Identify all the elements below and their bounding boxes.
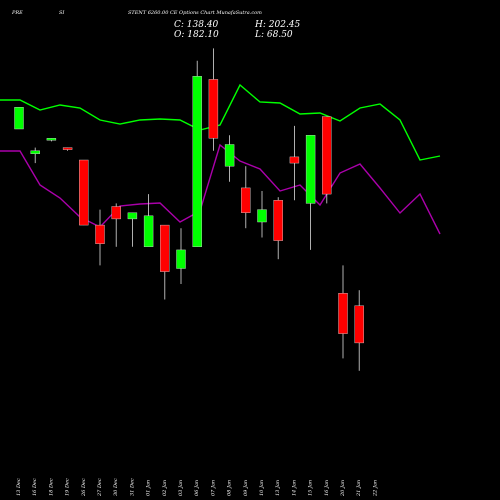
candle-body xyxy=(354,305,364,344)
x-tick-label: 14 Jan xyxy=(291,480,297,496)
indicator-lines xyxy=(0,83,441,235)
x-tick-label: 01 Jan xyxy=(146,480,152,496)
candle-body xyxy=(257,209,267,223)
candle-body xyxy=(322,116,332,195)
open-readout: O: 182.10 xyxy=(174,30,219,40)
x-tick-label: 02 Jan xyxy=(162,480,168,496)
candle xyxy=(289,125,300,201)
candle-body xyxy=(14,107,24,130)
candle-body xyxy=(289,156,300,164)
x-tick-label: 30 Dec xyxy=(113,478,119,496)
close-label: C: xyxy=(174,20,184,30)
candle-body xyxy=(143,215,154,248)
candle-body xyxy=(192,76,202,248)
candle xyxy=(224,135,235,182)
x-tick-label: 31 Dec xyxy=(129,478,135,496)
candle xyxy=(111,203,121,247)
line-series-green xyxy=(0,83,441,161)
candle-body xyxy=(241,187,251,213)
candle xyxy=(305,134,316,250)
candle xyxy=(241,166,251,229)
candle-body xyxy=(79,159,89,226)
x-tick-label: 03 Jan xyxy=(178,480,184,496)
chart-title: STENT 6260.00 CE Options Chart MunafaSut… xyxy=(128,10,262,16)
candle xyxy=(143,194,154,248)
candle-body xyxy=(46,138,57,141)
segment-label: SI xyxy=(59,10,65,16)
x-tick-label: 09 Jan xyxy=(243,480,249,496)
candle xyxy=(14,107,24,130)
candle-body xyxy=(176,249,186,269)
candle-body xyxy=(338,293,348,334)
x-axis-labels: 13 Dec 16 Dec 18 Dec 19 Dec 26 Dec 27 Dec 30 D… xyxy=(16,478,378,497)
candle xyxy=(338,265,348,359)
low-value: 68.50 xyxy=(266,30,293,40)
x-tick-label: 21 Jan xyxy=(356,480,362,497)
x-tick-label: 18 Dec xyxy=(48,478,54,496)
close-readout: C: 138.40 xyxy=(174,20,218,30)
x-tick-label: 06 Jan xyxy=(194,480,200,496)
candle-body xyxy=(273,200,283,241)
candle xyxy=(354,290,364,371)
low-readout: L: 68.50 xyxy=(255,30,293,40)
candle-body xyxy=(30,150,40,154)
exchange-label: PRE xyxy=(12,10,23,16)
candle xyxy=(30,147,40,164)
candle xyxy=(160,224,170,300)
x-tick-label: 15 Jan xyxy=(308,480,314,496)
candle xyxy=(257,191,267,238)
candle-body xyxy=(208,79,219,139)
low-label: L: xyxy=(255,30,265,40)
close-value: 138.40 xyxy=(186,20,219,30)
x-tick-label: 13 Jan xyxy=(275,480,281,496)
high-readout: H: 202.45 xyxy=(255,20,300,30)
candle-body xyxy=(95,224,105,244)
candle xyxy=(95,209,105,266)
candle-body xyxy=(62,147,73,150)
x-tick-label: 27 Dec xyxy=(97,478,103,497)
candle xyxy=(208,48,219,151)
x-tick-label: 26 Dec xyxy=(81,478,87,497)
x-tick-label: 22 Jan xyxy=(372,480,378,497)
x-tick-label: 16 Dec xyxy=(32,478,38,496)
x-tick-label: 19 Dec xyxy=(65,478,71,496)
candle xyxy=(192,60,202,248)
candle-body xyxy=(224,144,235,167)
candle xyxy=(127,212,138,247)
x-tick-label: 16 Jan xyxy=(324,480,330,496)
candle xyxy=(79,159,89,226)
candle-body xyxy=(160,224,170,272)
candle xyxy=(46,138,57,142)
candle-body xyxy=(127,212,138,220)
candle xyxy=(62,147,73,151)
candle xyxy=(322,116,332,204)
x-tick-label: 08 Jan xyxy=(227,480,233,496)
x-tick-label: 10 Jan xyxy=(259,480,265,496)
x-tick-label: 13 Dec xyxy=(16,478,22,496)
line-series-purple xyxy=(0,143,441,235)
candle-body xyxy=(305,134,316,204)
candle xyxy=(176,228,186,284)
candle xyxy=(273,197,283,260)
open-label: O: xyxy=(174,30,185,40)
candle-body xyxy=(111,206,121,220)
candlesticks xyxy=(14,48,364,371)
high-value: 202.45 xyxy=(268,20,301,30)
x-tick-label: 07 Jan xyxy=(210,480,216,496)
x-tick-label: 20 Jan xyxy=(340,480,346,497)
high-label: H: xyxy=(255,20,266,30)
open-value: 182.10 xyxy=(187,30,219,40)
